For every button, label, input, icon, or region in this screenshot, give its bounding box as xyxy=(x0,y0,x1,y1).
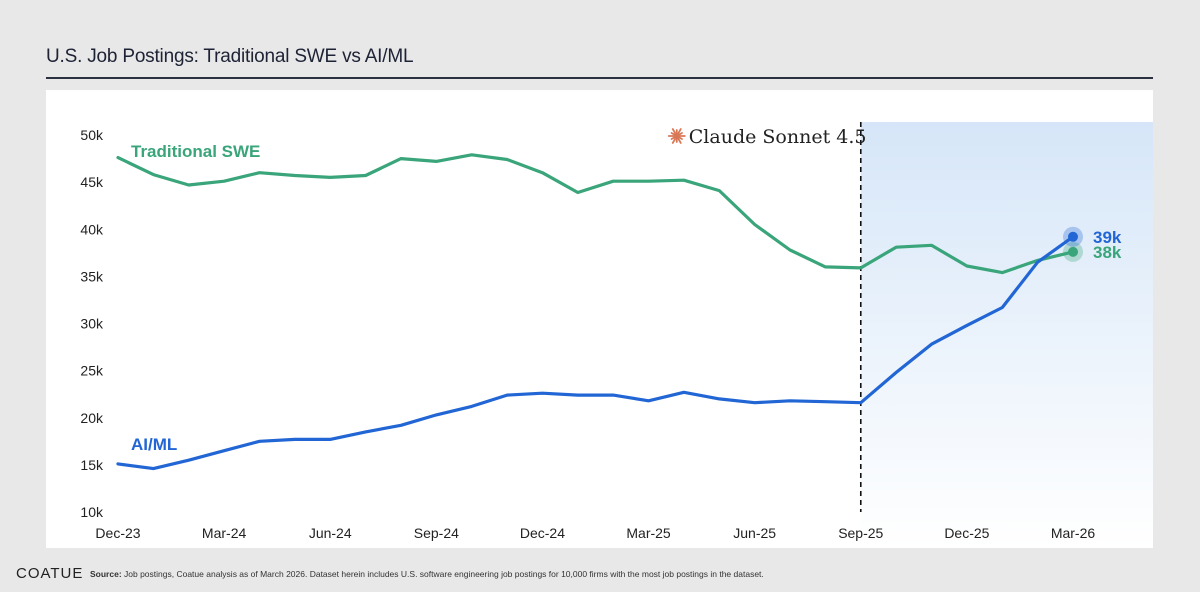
y-tick-label: 10k xyxy=(80,504,104,520)
x-tick-label: Jun-25 xyxy=(733,525,776,541)
title-divider xyxy=(46,77,1153,79)
chart-title: U.S. Job Postings: Traditional SWE vs AI… xyxy=(46,46,414,67)
traditional-swe-series-label: Traditional SWE xyxy=(131,142,260,161)
traditional-swe-end-label: 38k xyxy=(1093,243,1122,262)
starburst-ray xyxy=(675,132,683,137)
traditional-swe-line xyxy=(116,153,1075,275)
claude-starburst-icon xyxy=(667,128,686,144)
x-tick-label: Sep-25 xyxy=(838,525,883,541)
x-tick-label: Dec-25 xyxy=(944,525,989,541)
ai-ml-end-label: 39k xyxy=(1093,228,1122,247)
y-tick-label: 35k xyxy=(80,268,104,284)
y-tick-label: 50k xyxy=(80,127,104,143)
annotation-label: Claude Sonnet 4.5 xyxy=(689,126,867,148)
x-tick-label: Sep-24 xyxy=(414,525,459,541)
x-tick-label: Mar-24 xyxy=(202,525,247,541)
line-chart: Claude Sonnet 4.5 50k 45k 40k 35k 30k 25k 20k 15… xyxy=(80,122,1153,548)
chart-panel: Claude Sonnet 4.5 50k 45k 40k 35k 30k 25k 20k 15… xyxy=(46,90,1153,548)
x-tick-label: Dec-23 xyxy=(95,525,140,541)
y-tick-label: 20k xyxy=(80,410,104,426)
ai-ml-line xyxy=(116,235,1075,471)
post-release-highlight xyxy=(860,122,1153,548)
y-tick-label: 40k xyxy=(80,221,104,237)
source-label: Source: xyxy=(90,569,122,579)
y-tick-label: 25k xyxy=(80,363,104,379)
source-text: Job postings, Coatue analysis as of Marc… xyxy=(121,569,764,579)
coatue-logo: COATUE xyxy=(16,565,84,582)
y-tick-label: 45k xyxy=(80,174,104,190)
ai-ml-end-point xyxy=(1068,231,1078,242)
x-tick-label: Dec-24 xyxy=(520,525,565,541)
x-tick-label: Mar-25 xyxy=(626,525,671,541)
y-tick-label: 15k xyxy=(80,457,104,473)
x-tick-label: Jun-24 xyxy=(309,525,352,541)
traditional-swe-end-point xyxy=(1068,246,1078,257)
x-tick-label: Mar-26 xyxy=(1051,525,1096,541)
y-tick-label: 30k xyxy=(80,316,104,332)
ai-ml-series-label: AI/ML xyxy=(131,435,177,454)
footer-source: Source: Job postings, Coatue analysis as… xyxy=(90,569,764,579)
